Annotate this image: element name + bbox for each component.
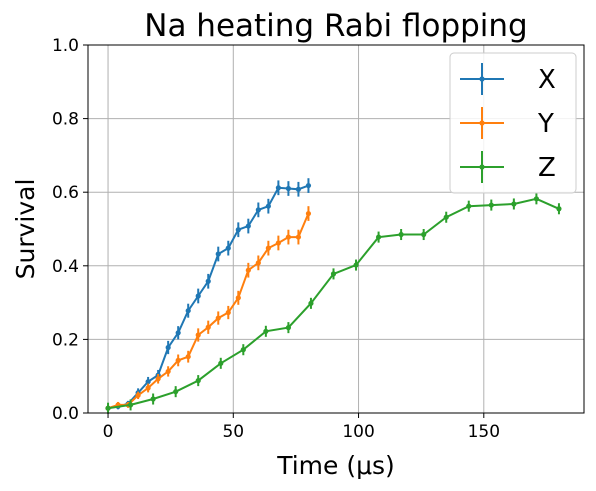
data-point (285, 325, 292, 331)
data-point (330, 271, 337, 277)
legend: XYZ (449, 52, 577, 194)
data-point (305, 182, 312, 189)
data-point (533, 196, 540, 202)
y-tick-label: 0.4 (52, 257, 79, 277)
data-point (488, 202, 494, 208)
data-point (165, 368, 171, 375)
y-tick-label: 1.0 (52, 36, 79, 56)
data-point (105, 405, 111, 411)
data-point (265, 245, 271, 251)
y-axis-label: Survival (11, 179, 40, 280)
legend-label: Y (537, 109, 554, 139)
data-point (511, 201, 517, 207)
legend-entry-y: Y (460, 107, 554, 139)
plot-frame (87, 44, 585, 414)
data-point (205, 278, 211, 284)
data-point (275, 240, 281, 246)
x-tick-label: 150 (468, 422, 500, 442)
data-point (135, 392, 141, 398)
data-point (185, 308, 191, 314)
data-point (421, 231, 427, 238)
legend-marker (479, 76, 485, 82)
data-point (195, 332, 201, 338)
data-point (215, 315, 221, 321)
data-point (263, 328, 269, 334)
x-tick-label: 100 (342, 422, 374, 442)
data-point (308, 300, 314, 306)
data-point (443, 214, 449, 220)
data-point (398, 231, 404, 238)
data-point (195, 378, 201, 384)
data-point (218, 360, 224, 366)
data-point (353, 262, 359, 268)
legend-label: X (538, 65, 556, 95)
data-point (235, 295, 241, 301)
legend-entry-z: Z (460, 151, 556, 183)
series-z (105, 193, 562, 414)
data-point (275, 185, 281, 191)
data-point (175, 330, 181, 336)
x-tick-label: 0 (103, 422, 114, 442)
y-tick-label: 0.8 (52, 110, 79, 130)
legend-label: Z (538, 153, 556, 183)
data-point (285, 234, 292, 240)
x-axis-label: Time (μs) (276, 451, 395, 480)
data-point (556, 206, 562, 212)
data-point (466, 203, 472, 209)
data-point (185, 354, 191, 360)
data-point (240, 347, 246, 353)
data-point (145, 385, 151, 391)
data-point (225, 309, 231, 316)
y-tick-label: 0.0 (52, 404, 79, 424)
data-point (235, 227, 241, 233)
data-point (265, 203, 271, 209)
data-point (305, 210, 312, 217)
y-tick-label: 0.2 (52, 330, 79, 350)
ticks: 0 50 100 150 0.0 0.2 0.4 0.6 0.8 1.0 (52, 36, 500, 442)
data-point (215, 251, 221, 257)
x-tick-label: 50 (222, 422, 244, 442)
data-point (255, 207, 261, 213)
data-point (173, 389, 179, 395)
data-point (127, 402, 134, 408)
data-point (245, 267, 251, 273)
data-point (155, 376, 161, 382)
data-point (205, 324, 211, 330)
data-point (295, 186, 302, 192)
chart-title: Na heating Rabi flopping (144, 8, 528, 44)
data-point (225, 245, 231, 251)
legend-marker (479, 120, 485, 126)
data-point (245, 223, 251, 229)
data-point (195, 293, 201, 299)
data-point (150, 396, 156, 402)
legend-entry-x: X (460, 63, 556, 95)
legend-marker (479, 164, 485, 170)
data-point (375, 234, 382, 240)
data-point (295, 234, 302, 240)
data-point (255, 260, 261, 266)
data-point (145, 379, 151, 385)
data-point (165, 344, 171, 351)
data-point (285, 185, 292, 192)
series-layer (105, 178, 562, 414)
y-tick-label: 0.6 (52, 183, 79, 203)
data-point (175, 357, 181, 363)
